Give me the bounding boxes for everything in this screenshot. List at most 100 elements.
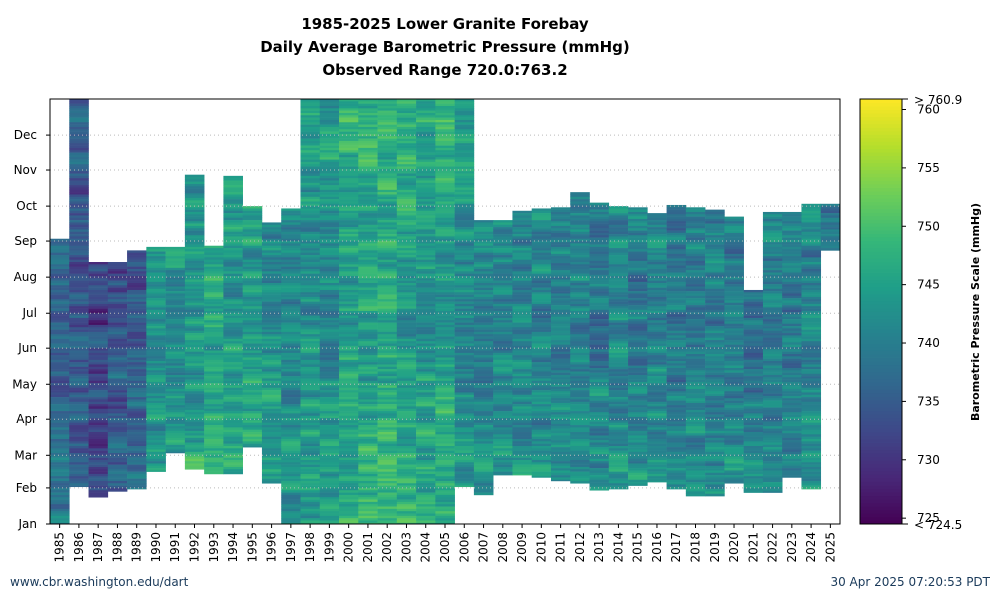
cell-1999-311 [319, 459, 340, 463]
cell-2003-43 [396, 147, 417, 151]
cell-2004-191 [416, 320, 436, 323]
cell-2019-188 [705, 316, 725, 320]
cell-2011-116 [550, 232, 571, 236]
cell-2021-247 [743, 385, 764, 389]
cell-1989-275 [127, 418, 147, 421]
cell-2013-294 [589, 440, 610, 443]
cell-1998-93 [300, 206, 321, 209]
cell-1994-169 [223, 294, 243, 298]
cell-2002-67 [377, 175, 398, 179]
cell-1991-146 [165, 267, 186, 271]
cell-1999-321 [319, 471, 340, 475]
cell-2020-210 [724, 342, 744, 345]
cell-2014-257 [608, 397, 629, 400]
cell-2020-152 [724, 274, 744, 278]
cell-1994-73 [223, 182, 243, 186]
cell-2012-127 [570, 245, 590, 249]
cell-2015-306 [628, 454, 648, 457]
cell-2011-202 [550, 333, 571, 336]
cell-2009-249 [512, 387, 533, 391]
cell-1985-173 [50, 299, 70, 302]
cell-2007-131 [473, 250, 494, 253]
cell-1994-193 [223, 322, 243, 326]
cell-2016-265 [647, 406, 667, 410]
cell-2001-39 [358, 143, 378, 146]
cell-2020-322 [724, 472, 744, 476]
cell-2001-273 [358, 415, 378, 419]
cell-1997-259 [281, 399, 301, 403]
cell-2012-315 [570, 464, 590, 468]
cell-2003-181 [396, 308, 417, 312]
cell-2004-363 [416, 520, 436, 524]
cell-2008-171 [493, 296, 513, 300]
cell-2000-287 [339, 432, 359, 435]
cell-1997-225 [281, 359, 301, 363]
cell-2001-311 [358, 459, 378, 463]
cell-2022-150 [762, 272, 783, 276]
cell-2015-224 [628, 358, 648, 362]
cell-1996-179 [261, 306, 282, 309]
cell-1994-139 [223, 259, 243, 263]
cell-2015-274 [628, 416, 648, 420]
cell-2010-153 [531, 275, 552, 279]
cell-2005-277 [435, 420, 455, 423]
cell-2004-349 [416, 504, 436, 507]
cell-2007-267 [473, 408, 494, 412]
cell-2014-277 [608, 420, 629, 423]
cell-2004-343 [416, 497, 436, 500]
cell-1990-308 [146, 456, 166, 460]
cell-1988-179 [107, 306, 128, 309]
cell-2001-41 [358, 145, 378, 149]
cell-2009-309 [512, 457, 533, 461]
cell-2011-318 [550, 468, 571, 471]
cell-2004-81 [416, 192, 436, 195]
cell-1997-189 [281, 317, 301, 321]
cell-2004-153 [416, 275, 436, 279]
cell-1994-111 [223, 227, 243, 230]
cell-1990-160 [146, 284, 166, 287]
cell-1989-191 [127, 320, 147, 323]
cell-2014-123 [608, 241, 629, 244]
cell-1997-233 [281, 369, 301, 372]
cell-2011-254 [550, 393, 571, 397]
cell-1996-233 [261, 369, 282, 372]
cell-1999-67 [319, 175, 340, 179]
cell-1999-197 [319, 327, 340, 330]
cell-2014-281 [608, 425, 629, 428]
cell-2013-292 [589, 437, 610, 441]
cell-1986-263 [69, 404, 89, 407]
cell-2006-297 [454, 443, 475, 447]
cell-2017-212 [666, 344, 687, 348]
cell-2008-129 [493, 248, 513, 251]
cell-2022-148 [762, 270, 783, 273]
cell-1994-93 [223, 206, 243, 209]
cell-2001-93 [358, 206, 378, 209]
cell-2018-216 [685, 349, 706, 352]
cell-2004-305 [416, 452, 436, 456]
cell-1991-154 [165, 277, 186, 280]
cell-2013-178 [589, 305, 610, 308]
cell-1987-323 [88, 473, 109, 477]
cell-2008-257 [493, 397, 513, 400]
cell-1989-187 [127, 315, 147, 319]
cell-1994-167 [223, 292, 243, 295]
cell-1993-285 [204, 429, 224, 433]
cell-2005-101 [435, 215, 455, 219]
cell-2001-223 [358, 357, 378, 361]
cell-2013-332 [589, 484, 610, 488]
cell-2009-169 [512, 294, 533, 298]
cell-2015-106 [628, 221, 648, 224]
cell-1995-131 [242, 250, 263, 253]
cell-2006-227 [454, 362, 475, 365]
cell-2007-203 [473, 334, 494, 337]
cell-2004-37 [416, 140, 436, 144]
cell-2001-227 [358, 362, 378, 365]
cell-2011-146 [550, 267, 571, 271]
cell-2007-235 [473, 371, 494, 375]
cell-2007-297 [473, 443, 494, 447]
cell-2013-328 [589, 479, 610, 483]
cell-2017-92 [666, 204, 687, 208]
cell-2015-248 [628, 386, 648, 390]
cell-1990-270 [146, 412, 166, 415]
cell-1985-303 [50, 450, 70, 454]
